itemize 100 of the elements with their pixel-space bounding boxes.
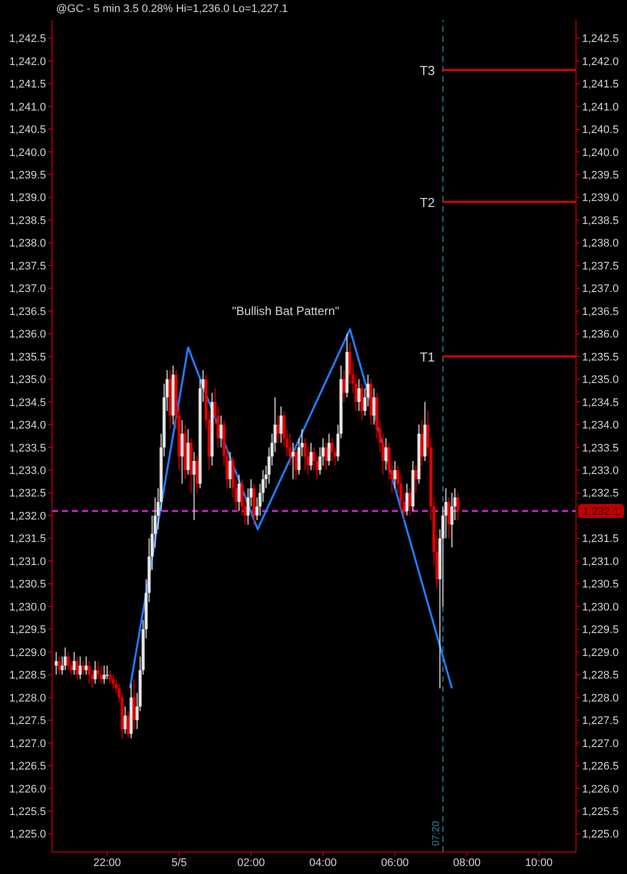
y2-tick-label: 1,238.0 (582, 238, 619, 250)
y2-tick-label: 1,239.0 (582, 192, 619, 204)
ref-line-label: 1,232.1 (582, 506, 620, 518)
candlestick (96, 660, 100, 680)
y-tick-label: 1,241.5 (9, 78, 46, 91)
candlestick (88, 660, 91, 684)
candlestick (372, 388, 376, 426)
y-tick-label: 1,226.0 (9, 783, 46, 796)
x-tick-label: 5/5 (171, 856, 187, 869)
x-tick-label: 02:00 (237, 856, 265, 869)
y-tick-label: 1,229.0 (9, 646, 46, 659)
candlestick (78, 656, 82, 680)
y2-tick-label: 1,228.0 (582, 692, 619, 704)
candlestick (132, 678, 136, 730)
y2-tick-label: 1,231.5 (582, 533, 619, 546)
candlestick (84, 656, 88, 676)
candlestick (124, 706, 127, 734)
y2-tick-label: 1,242.5 (582, 33, 619, 46)
candlestick (112, 674, 115, 689)
annotation: "Bullish Bat Pattern" (232, 304, 340, 318)
y2-tick-label: 1,237.5 (582, 260, 619, 272)
y2-tick-label: 1,230.5 (582, 578, 619, 591)
y2-tick-label: 1,231.0 (582, 556, 619, 568)
y-tick-label: 1,232.0 (9, 510, 46, 522)
y2-tick-label: 1,230.0 (582, 601, 619, 614)
candlestick (82, 660, 85, 676)
y2-tick-label: 1,235.5 (582, 351, 619, 364)
x-tick-label: 08:00 (453, 856, 481, 869)
candlestick (280, 406, 283, 444)
candlestick (405, 483, 408, 516)
candlestick (228, 451, 232, 489)
x-tick-label: 06:00 (381, 856, 409, 869)
y-tick-label: 1,225.0 (9, 828, 46, 841)
y-tick-label: 1,241.0 (9, 101, 46, 114)
y2-tick-label: 1,226.5 (582, 760, 619, 773)
candlestick (294, 446, 298, 480)
y2-tick-label: 1,229.0 (582, 646, 619, 659)
y-tick-label: 1,242.5 (9, 33, 46, 46)
y-tick-label: 1,239.0 (9, 192, 46, 204)
ref-line-label: 07:20 (430, 820, 442, 846)
candlestick (408, 488, 412, 516)
candlestick (180, 420, 184, 484)
y2-tick-label: 1,229.5 (582, 624, 619, 636)
y-tick-label: 1,226.5 (9, 760, 46, 773)
y-tick-label: 1,231.5 (9, 533, 46, 546)
y-tick-label: 1,231.0 (9, 556, 46, 568)
y-tick-label: 1,227.5 (9, 715, 46, 728)
candlestick (447, 496, 450, 539)
candlestick (276, 415, 280, 444)
y-tick-label: 1,238.0 (9, 238, 46, 250)
candlestick (327, 433, 330, 466)
y2-tick-label: 1,239.5 (582, 169, 619, 182)
y-tick-label: 1,240.5 (9, 124, 46, 136)
candlestick (414, 465, 418, 494)
candlestick (196, 456, 199, 494)
candlestick (310, 442, 312, 471)
candlestick (106, 665, 109, 680)
y2-tick-label: 1,240.5 (582, 124, 619, 136)
candlestick (94, 660, 97, 684)
candlestick (292, 442, 295, 480)
candlestick (102, 665, 106, 684)
y-tick-label: 1,233.0 (9, 465, 46, 478)
y-tick-label: 1,237.5 (9, 260, 46, 272)
y2-tick-label: 1,227.5 (582, 715, 619, 728)
candlestick (393, 460, 396, 489)
candlestick (58, 656, 61, 676)
y-tick-label: 1,229.5 (9, 624, 46, 636)
candlestick (126, 710, 130, 739)
x-tick-label: 10:00 (525, 856, 553, 869)
y-tick-label: 1,238.5 (9, 214, 46, 227)
y2-tick-label: 1,241.5 (582, 78, 619, 91)
y-tick-label: 1,236.0 (9, 328, 46, 341)
y2-tick-label: 1,238.5 (582, 214, 619, 227)
candlestick (420, 420, 424, 466)
y-tick-label: 1,236.5 (9, 306, 46, 318)
y-tick-label: 1,239.5 (9, 169, 46, 182)
y2-tick-label: 1,225.0 (582, 828, 619, 841)
y2-tick-label: 1,234.5 (582, 396, 619, 409)
y2-tick-label: 1,235.0 (582, 374, 619, 386)
candlestick (342, 370, 346, 402)
candlestick (220, 415, 223, 448)
candlestick (108, 670, 112, 684)
candlestick (357, 378, 360, 412)
candlestick (384, 438, 388, 471)
y-tick-label: 1,240.0 (9, 146, 46, 159)
candlestick (54, 651, 58, 676)
candlestick (456, 492, 460, 521)
y-tick-label: 1,235.5 (9, 351, 46, 364)
y2-tick-label: 1,225.5 (582, 806, 619, 818)
y-tick-label: 1,225.5 (9, 806, 46, 818)
y2-tick-label: 1,233.0 (582, 465, 619, 478)
y2-tick-label: 1,240.0 (582, 146, 619, 159)
y2-tick-label: 1,236.0 (582, 328, 619, 341)
y-tick-label: 1,237.0 (9, 283, 46, 296)
y2-tick-label: 1,242.0 (582, 56, 619, 68)
y-tick-label: 1,234.0 (9, 420, 46, 432)
y2-tick-label: 1,237.0 (582, 283, 619, 296)
y-tick-label: 1,234.5 (9, 396, 46, 409)
y2-tick-label: 1,226.0 (582, 783, 619, 796)
chart-title: @GC - 5 min 3.5 0.28% Hi=1,236.0 Lo=1,227.1 (56, 3, 288, 15)
